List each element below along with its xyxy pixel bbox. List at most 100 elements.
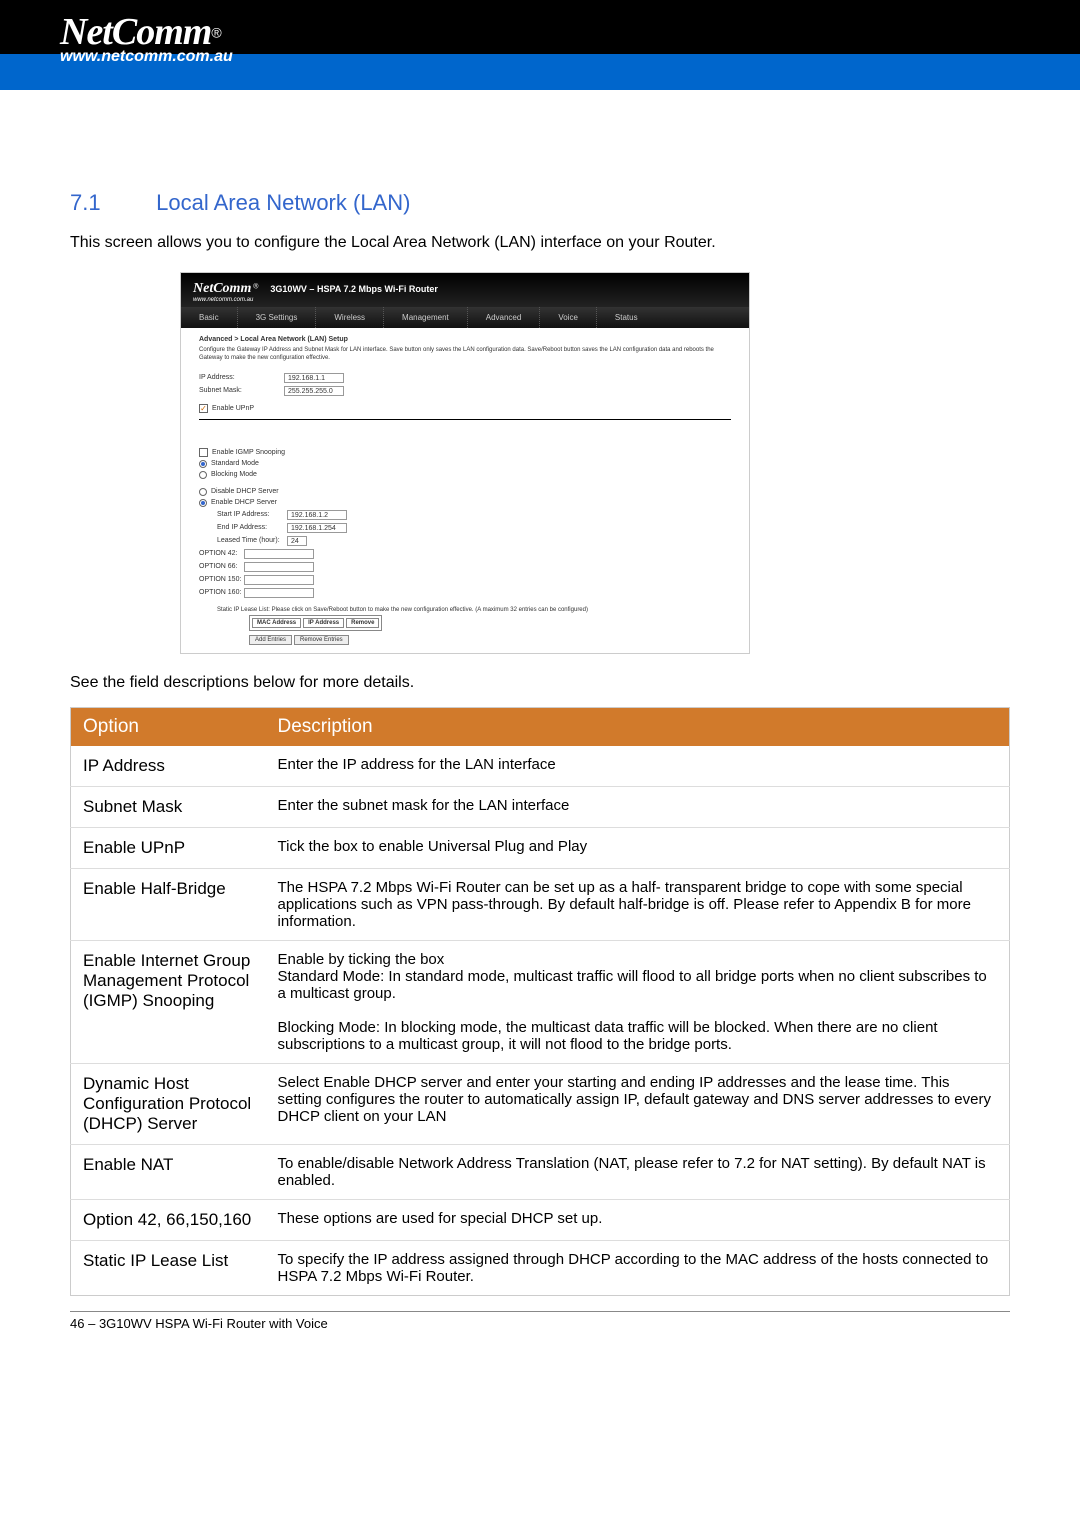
upnp-checkbox[interactable]: [199, 404, 208, 413]
section-heading: 7.1 Local Area Network (LAN): [70, 190, 1010, 216]
standard-label: Standard Mode: [211, 460, 259, 467]
desc-static: To specify the IP address assigned throu…: [266, 1240, 1010, 1295]
desc-subnet: Enter the subnet mask for the LAN interf…: [266, 786, 1010, 827]
desc-nat: To enable/disable Network Address Transl…: [266, 1144, 1010, 1199]
col-mac: MAC Address: [252, 618, 301, 628]
blocking-radio[interactable]: [199, 471, 207, 479]
description-table: Option Description IP Address Enter the …: [70, 707, 1010, 1296]
opt66-label: OPTION 66:: [199, 563, 244, 570]
tab-management[interactable]: Management: [383, 307, 467, 328]
desc-options: These options are used for special DHCP …: [266, 1199, 1010, 1240]
enable-dhcp-label: Enable DHCP Server: [211, 499, 277, 506]
ss-tabs: Basic 3G Settings Wireless Management Ad…: [181, 307, 749, 328]
blk-mode-label: Blocking Mode:: [278, 1019, 381, 1036]
opt-igmp: Enable Internet Group Management Protoco…: [71, 940, 266, 1063]
add-entries-button[interactable]: Add Entries: [249, 635, 292, 645]
tab-advanced[interactable]: Advanced: [467, 307, 540, 328]
igmp-label: Enable IGMP Snooping: [212, 449, 285, 456]
disable-dhcp-label: Disable DHCP Server: [211, 488, 279, 495]
opt-subnet: Subnet Mask: [71, 786, 266, 827]
tab-3g[interactable]: 3G Settings: [237, 307, 316, 328]
section-number: 7.1: [70, 190, 150, 216]
disable-dhcp-radio[interactable]: [199, 488, 207, 496]
std-mode-text: In standard mode, multicast traffic will…: [278, 968, 987, 1002]
desc-upnp: Tick the box to enable Universal Plug an…: [266, 827, 1010, 868]
tab-status[interactable]: Status: [596, 307, 656, 328]
opt160-input[interactable]: [244, 588, 314, 598]
enable-dhcp-radio[interactable]: [199, 499, 207, 507]
header-description: Description: [266, 707, 1010, 746]
start-ip-input[interactable]: 192.168.1.2: [287, 510, 347, 520]
opt-options: Option 42, 66,150,160: [71, 1199, 266, 1240]
intro-text: This screen allows you to configure the …: [70, 234, 1010, 252]
ip-label: IP Address:: [199, 374, 284, 381]
ss-breadcrumb: Advanced > Local Area Network (LAN) Setu…: [199, 336, 731, 343]
table-row: Static IP Lease List To specify the IP a…: [71, 1240, 1010, 1295]
start-ip-label: Start IP Address:: [217, 511, 287, 518]
static-lease-table: MAC Address IP Address Remove: [249, 615, 382, 631]
lease-label: Leased Time (hour):: [217, 537, 287, 544]
tab-basic[interactable]: Basic: [181, 307, 237, 328]
end-ip-input[interactable]: 192.168.1.254: [287, 523, 347, 533]
registered-symbol: ®: [211, 25, 221, 41]
table-row: Dynamic Host Configuration Protocol (DHC…: [71, 1063, 1010, 1144]
table-row: Subnet Mask Enter the subnet mask for th…: [71, 786, 1010, 827]
ss-header: NetComm ® 3G10WV – HSPA 7.2 Mbps Wi-Fi R…: [181, 273, 749, 307]
opt42-label: OPTION 42:: [199, 550, 244, 557]
mid-text: See the field descriptions below for mor…: [70, 674, 1010, 692]
std-mode-label: Standard Mode:: [278, 968, 385, 985]
subnet-input[interactable]: 255.255.255.0: [284, 386, 344, 396]
logo-url: www.netcomm.com.au: [60, 48, 233, 66]
table-row: Enable UPnP Tick the box to enable Unive…: [71, 827, 1010, 868]
lease-input[interactable]: 24: [287, 536, 307, 546]
ss-logo: NetComm: [193, 281, 251, 297]
standard-radio[interactable]: [199, 460, 207, 468]
opt-nat: Enable NAT: [71, 1144, 266, 1199]
ss-title: 3G10WV – HSPA 7.2 Mbps Wi-Fi Router: [270, 284, 437, 294]
desc-ip: Enter the IP address for the LAN interfa…: [266, 746, 1010, 787]
opt-upnp: Enable UPnP: [71, 827, 266, 868]
opt-static: Static IP Lease List: [71, 1240, 266, 1295]
page-content: 7.1 Local Area Network (LAN) This screen…: [0, 90, 1080, 1351]
blocking-label: Blocking Mode: [211, 471, 257, 478]
ss-description: Configure the Gateway IP Address and Sub…: [199, 347, 731, 363]
header-option: Option: [71, 707, 266, 746]
section-title: Local Area Network (LAN): [156, 190, 410, 215]
tab-voice[interactable]: Voice: [539, 307, 596, 328]
desc-igmp: Enable by ticking the box Standard Mode:…: [266, 940, 1010, 1063]
router-screenshot: NetComm ® 3G10WV – HSPA 7.2 Mbps Wi-Fi R…: [180, 272, 750, 654]
opt42-input[interactable]: [244, 549, 314, 559]
igmp-checkbox[interactable]: [199, 448, 208, 457]
ss-url: www.netcomm.com.au: [193, 297, 737, 303]
opt66-input[interactable]: [244, 562, 314, 572]
table-row: Enable Internet Group Management Protoco…: [71, 940, 1010, 1063]
page-footer: 46 – 3G10WV HSPA Wi-Fi Router with Voice: [70, 1311, 1010, 1331]
desc-dhcp: Select Enable DHCP server and enter your…: [266, 1063, 1010, 1144]
logo-area: NetComm® www.netcomm.com.au: [60, 10, 233, 66]
footer-model: 3G10WV HSPA Wi-Fi Router with Voice: [99, 1316, 328, 1331]
top-banner: NetComm® www.netcomm.com.au: [0, 0, 1080, 90]
opt150-input[interactable]: [244, 575, 314, 585]
desc-halfbridge: The HSPA 7.2 Mbps Wi-Fi Router can be se…: [266, 868, 1010, 940]
table-row: Enable Half-Bridge The HSPA 7.2 Mbps Wi-…: [71, 868, 1010, 940]
upnp-label: Enable UPnP: [212, 405, 254, 412]
col-ip: IP Address: [303, 618, 344, 628]
igmp-enable-line: Enable by ticking the box: [278, 951, 445, 968]
tab-wireless[interactable]: Wireless: [315, 307, 383, 328]
table-row: Enable NAT To enable/disable Network Add…: [71, 1144, 1010, 1199]
end-ip-label: End IP Address:: [217, 524, 287, 531]
opt-ip: IP Address: [71, 746, 266, 787]
opt150-label: OPTION 150:: [199, 576, 244, 583]
opt160-label: OPTION 160:: [199, 589, 244, 596]
ss-body: Advanced > Local Area Network (LAN) Setu…: [181, 328, 749, 653]
ip-input[interactable]: 192.168.1.1: [284, 373, 344, 383]
remove-entries-button[interactable]: Remove Entries: [294, 635, 349, 645]
page-number: 46: [70, 1316, 84, 1331]
col-remove: Remove: [346, 618, 379, 628]
footer-sep: –: [84, 1316, 98, 1331]
table-row: IP Address Enter the IP address for the …: [71, 746, 1010, 787]
table-row: Option 42, 66,150,160 These options are …: [71, 1199, 1010, 1240]
logo-text: NetComm: [60, 11, 211, 53]
opt-halfbridge: Enable Half-Bridge: [71, 868, 266, 940]
opt-dhcp: Dynamic Host Configuration Protocol (DHC…: [71, 1063, 266, 1144]
